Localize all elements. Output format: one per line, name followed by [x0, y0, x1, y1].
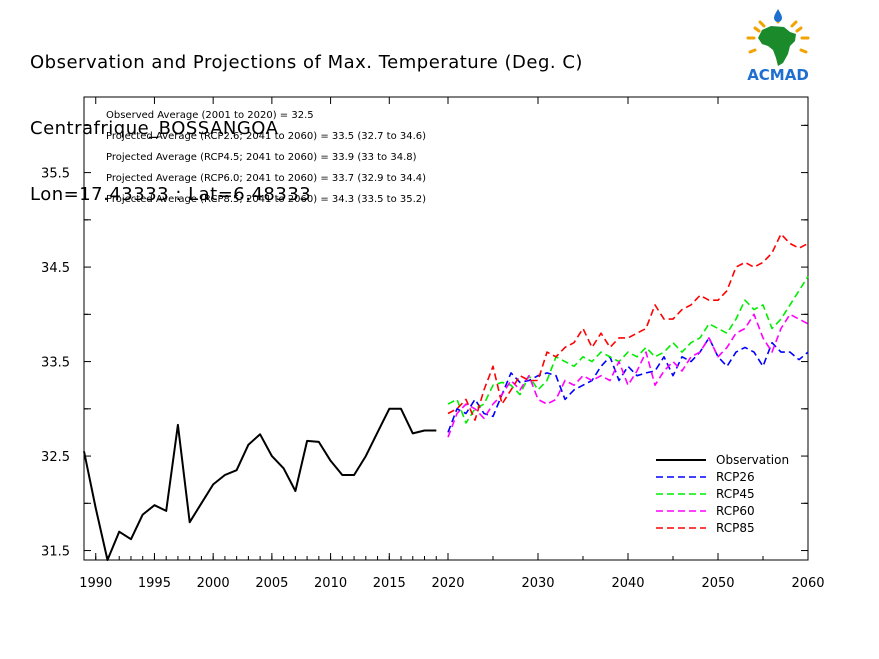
- x-tick-label: 2015: [373, 576, 406, 591]
- x-tick-label: 2005: [255, 576, 288, 591]
- y-tick-label: 35.5: [41, 167, 70, 182]
- legend-label: RCP60: [716, 504, 755, 518]
- acmad-logo: ACMAD: [738, 8, 818, 84]
- x-tick-label: 1995: [138, 576, 171, 591]
- series-layer: [83, 233, 809, 561]
- series-line-rcp85: [447, 233, 809, 422]
- x-tick-label: 2060: [791, 576, 824, 591]
- chart-title: Observation and Projections of Max. Temp…: [30, 52, 583, 73]
- x-tick-label: 2030: [521, 576, 554, 591]
- plot-frame: [83, 96, 809, 561]
- plot-border: [83, 96, 809, 561]
- chart-title-block: Observation and Projections of Max. Temp…: [30, 8, 583, 228]
- x-tick-label: 2050: [701, 576, 734, 591]
- x-tick-label: 2010: [314, 576, 347, 591]
- annotation-text: Projected Average (RCP2.6; 2041 to 2060)…: [106, 131, 426, 142]
- chart-location: Centrafrique_BOSSANGOA: [30, 118, 279, 139]
- legend-label: Observation: [716, 453, 789, 467]
- annotation-text: Projected Average (RCP4.5; 2041 to 2060)…: [106, 152, 417, 163]
- logo-text: ACMAD: [747, 66, 809, 84]
- annotation-text: Projected Average (RCP6.0; 2041 to 2060)…: [106, 173, 426, 184]
- legend: Observation RCP26 RCP45 RCP60 RCP85: [656, 453, 789, 535]
- annotations: Observed Average (2001 to 2020) = 32.5 Pr…: [106, 110, 426, 205]
- y-tick-label: 31.5: [41, 545, 70, 560]
- legend-label: RCP85: [716, 521, 755, 535]
- series-line-rcp60: [447, 313, 809, 438]
- legend-label: RCP45: [716, 487, 755, 501]
- x-tick-label: 2000: [197, 576, 230, 591]
- legend-label: RCP26: [716, 470, 755, 484]
- x-tick-label: 2040: [611, 576, 644, 591]
- y-tick-label: 34.5: [41, 261, 70, 276]
- x-tick-label: 1990: [79, 576, 112, 591]
- annotation-text: Projected Average (RCP8.5; 2041 to 2060)…: [106, 194, 426, 205]
- y-tick-label: 32.5: [41, 450, 70, 465]
- y-axis: 31.5 32.5 33.5 34.5 35.5: [41, 124, 808, 560]
- chart-coordinates: Lon=17.43333 : Lat=6.48333: [30, 184, 312, 205]
- acmad-africa-logo-icon: ACMAD: [746, 9, 810, 84]
- y-tick-label: 33.5: [41, 356, 70, 371]
- series-line-observation: [83, 407, 437, 561]
- x-tick-label: 2020: [431, 576, 464, 591]
- annotation-text: Observed Average (2001 to 2020) = 32.5: [106, 110, 314, 121]
- x-axis: 1990 1995 2000 2005 2010 2015 2020 2030 2040 2050…: [79, 97, 825, 591]
